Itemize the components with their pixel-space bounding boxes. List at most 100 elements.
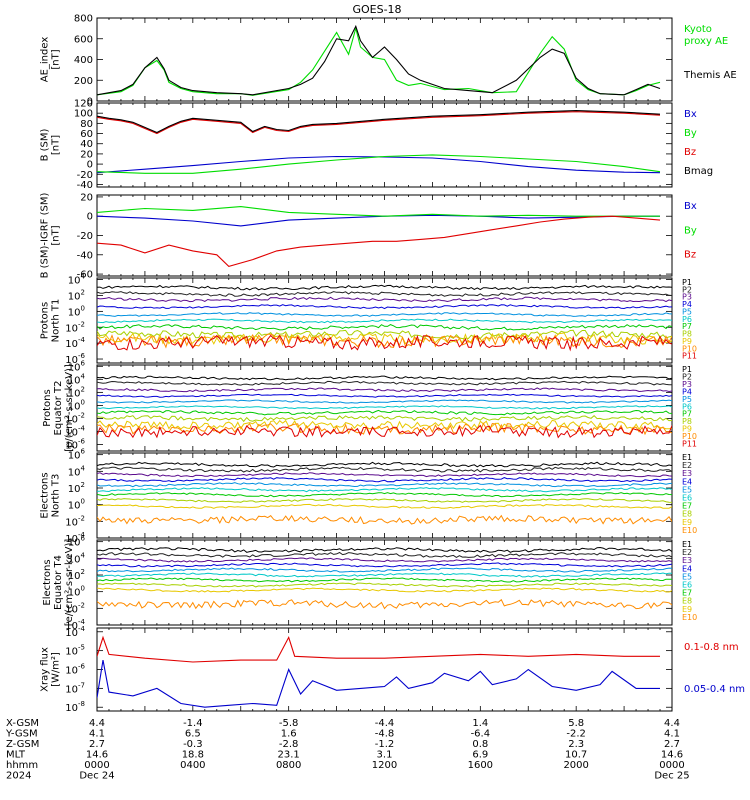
series-p6 <box>97 318 672 324</box>
y-axis-label: [e/(cm²-s-sr-keV)] <box>64 539 75 627</box>
legend-p3: P3 <box>682 380 692 389</box>
y-tick-label: -60 <box>77 270 93 281</box>
footer-value: 0800 <box>276 760 301 771</box>
y-axis-label: Protons <box>40 302 51 339</box>
series-p10 <box>97 422 672 436</box>
footer-value: Dec 25 <box>654 771 689 782</box>
y-tick-label: -20 <box>77 170 93 181</box>
y-axis-label: [nT] <box>51 49 62 69</box>
legend-p11: P11 <box>682 440 697 449</box>
legend-by: By <box>684 128 697 139</box>
legend-p6: P6 <box>682 402 692 411</box>
footer-value: 0400 <box>180 760 205 771</box>
y-tick-label: 100 <box>68 304 85 318</box>
series-e2 <box>97 551 672 558</box>
y-tick-label: -40 <box>77 180 93 191</box>
footer-value: 10.7 <box>565 750 587 761</box>
series-p1 <box>97 284 672 291</box>
y-axis-label: North T3 <box>51 474 62 518</box>
legend-e5: E5 <box>682 485 692 494</box>
y-tick-label: 40 <box>80 139 93 150</box>
panel-frame <box>96 452 673 539</box>
footer-value: -0.3 <box>183 739 203 750</box>
series-bmag <box>97 110 661 134</box>
series-p9 <box>97 419 672 431</box>
series-e8 <box>97 582 672 588</box>
series-e3 <box>97 557 672 563</box>
series-e9 <box>97 587 672 593</box>
series-p7 <box>97 409 672 416</box>
legend-p3: P3 <box>682 293 692 302</box>
footer-value: 2.7 <box>664 739 680 750</box>
footer-row-label: X-GSM <box>6 718 39 729</box>
footer-value: -6.4 <box>471 729 491 740</box>
legend-p7: P7 <box>682 322 692 331</box>
series-group <box>97 284 672 352</box>
y-axis-label: [nT] <box>51 135 62 155</box>
series-e5 <box>97 482 672 488</box>
legend-e10: E10 <box>682 613 697 622</box>
footer-value: -1.2 <box>375 739 395 750</box>
legend-p1: P1 <box>682 365 692 374</box>
legend-bmag: Bmag <box>684 166 713 177</box>
series-e6 <box>97 487 672 493</box>
series-e3 <box>97 472 672 478</box>
series-p11 <box>97 424 672 439</box>
footer-value: 5.8 <box>568 718 584 729</box>
y-tick-label: 400 <box>74 55 93 66</box>
series-e1 <box>97 461 672 468</box>
legend-bx: Bx <box>684 109 697 120</box>
series-e6 <box>97 572 672 578</box>
y-tick-label: 200 <box>74 76 93 87</box>
series-e2 <box>97 466 672 473</box>
series-p8 <box>97 415 672 423</box>
legend-e9: E9 <box>682 518 692 527</box>
series-bx <box>97 214 660 227</box>
series-p9 <box>97 332 672 345</box>
footer-value: 4.1 <box>89 729 105 740</box>
y-axis-label: B (SM) <box>40 128 51 161</box>
footer-value: 6.5 <box>185 729 201 740</box>
y-tick-label: 10-2 <box>65 320 85 334</box>
legend-bz: Bz <box>684 250 696 261</box>
panel-xray: 10-8 10-7 10-6 10-5 10-4 Xray flux [W/m²] 0.1-0… <box>40 625 746 714</box>
series-p8 <box>97 329 672 340</box>
legend-p8: P8 <box>682 330 692 339</box>
footer-row-label: 2024 <box>6 771 31 782</box>
legend-e3: E3 <box>682 469 692 478</box>
y-axis-label: Equator T2 <box>53 381 64 436</box>
legend-p7: P7 <box>682 410 692 419</box>
footer-value: 18.8 <box>182 750 204 761</box>
footer-value: -4.8 <box>375 729 395 740</box>
legend-e6: E6 <box>682 581 692 590</box>
series-group <box>97 375 672 439</box>
footer-row-label: hhmm <box>6 760 38 771</box>
y-tick-label: 60 <box>80 129 93 140</box>
y-tick-label: 100 <box>74 109 93 120</box>
legend-e4: E4 <box>682 477 692 486</box>
series-p7 <box>97 324 672 331</box>
legend-p9: P9 <box>682 425 692 434</box>
series-e4 <box>97 562 672 568</box>
y-tick-label: 10-8 <box>65 700 85 714</box>
y-axis-label: Xray flux <box>40 647 51 692</box>
footer-row-label: Y-GSM <box>5 729 38 740</box>
series-e7 <box>97 492 672 498</box>
y-tick-label: 600 <box>74 34 93 45</box>
footer-row-label: Z-GSM <box>6 739 39 750</box>
legend-e1: E1 <box>682 540 692 549</box>
legend-p10: P10 <box>682 432 697 441</box>
footer-value: 0000 <box>84 760 109 771</box>
legend-p9: P9 <box>682 337 692 346</box>
y-tick-label: 0 <box>87 97 93 108</box>
legend-p10: P10 <box>682 344 697 353</box>
series-p4 <box>97 393 672 398</box>
series-group <box>97 24 661 96</box>
legend-e3: E3 <box>682 556 692 565</box>
legend-by: By <box>684 225 697 236</box>
y-axis-label: AE_index <box>40 37 51 83</box>
